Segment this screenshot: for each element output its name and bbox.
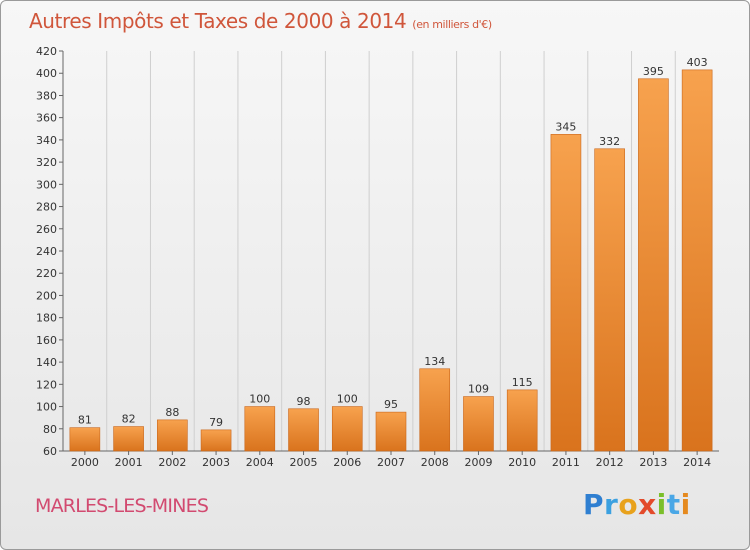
y-tick-label: 120 — [36, 378, 57, 391]
data-label: 115 — [512, 376, 533, 389]
x-tick-label: 2012 — [596, 456, 624, 469]
x-tick-label: 2008 — [421, 456, 449, 469]
proxiti-logo: Proxiti — [583, 488, 691, 521]
y-tick-label: 200 — [36, 289, 57, 302]
x-tick-label: 2003 — [202, 456, 230, 469]
y-tick-label: 100 — [36, 401, 57, 414]
y-tick-label: 280 — [36, 201, 57, 214]
x-tick-label: 2014 — [683, 456, 711, 469]
bar — [594, 148, 625, 452]
y-tick-label: 60 — [43, 445, 57, 458]
bar — [638, 78, 669, 452]
y-tick-label: 160 — [36, 334, 57, 347]
logo-letter: r — [604, 488, 619, 521]
bar — [244, 406, 276, 452]
logo-letter: P — [583, 488, 605, 521]
y-tick-label: 240 — [36, 245, 57, 258]
x-tick-label: 2000 — [71, 456, 99, 469]
data-label: 88 — [165, 406, 179, 419]
logo-letter: i — [656, 488, 667, 521]
data-label: 79 — [209, 416, 223, 429]
bar — [375, 411, 407, 452]
bar — [288, 408, 319, 452]
data-label: 82 — [122, 413, 136, 426]
data-label: 95 — [384, 398, 398, 411]
data-label: 100 — [337, 393, 358, 406]
x-tick-label: 2011 — [552, 456, 580, 469]
x-tick-label: 2005 — [290, 456, 318, 469]
x-tick-label: 2009 — [464, 456, 492, 469]
y-tick-label: 340 — [36, 134, 57, 147]
x-tick-label: 2002 — [158, 456, 186, 469]
data-label: 109 — [468, 383, 489, 396]
logo-letter: i — [680, 488, 691, 521]
bar — [69, 427, 101, 452]
bar — [506, 389, 538, 452]
bar — [157, 419, 188, 452]
data-label: 100 — [249, 393, 270, 406]
bar — [331, 406, 363, 452]
y-tick-label: 180 — [36, 312, 57, 325]
data-label: 345 — [555, 120, 576, 133]
y-tick-label: 420 — [36, 45, 57, 58]
x-tick-label: 2004 — [246, 456, 274, 469]
bar — [550, 134, 582, 452]
data-label: 134 — [424, 355, 445, 368]
y-tick-label: 400 — [36, 67, 57, 80]
bar — [200, 429, 232, 452]
data-label: 395 — [643, 65, 664, 78]
data-label: 403 — [687, 56, 708, 69]
logo-letter: t — [666, 488, 681, 521]
bar — [463, 396, 494, 452]
x-tick-label: 2010 — [508, 456, 536, 469]
x-tick-label: 2001 — [115, 456, 143, 469]
title-text: Autres Impôts et Taxes de 2000 à 2014 — [29, 9, 407, 33]
x-tick-label: 2007 — [377, 456, 405, 469]
data-label: 332 — [599, 135, 620, 148]
bar — [419, 368, 451, 452]
x-tick-label: 2013 — [639, 456, 667, 469]
y-tick-label: 140 — [36, 356, 57, 369]
y-tick-label: 360 — [36, 112, 57, 125]
y-tick-label: 260 — [36, 223, 57, 236]
logo-letter: x — [638, 488, 657, 521]
chart-title: Autres Impôts et Taxes de 2000 à 2014 (en… — [29, 9, 492, 33]
bar — [681, 69, 713, 452]
x-tick-label: 2006 — [333, 456, 361, 469]
y-tick-label: 300 — [36, 178, 57, 191]
logo-letter: o — [618, 488, 639, 521]
data-label: 98 — [297, 395, 311, 408]
y-tick-label: 380 — [36, 89, 57, 102]
y-tick-label: 220 — [36, 267, 57, 280]
unit-label: (en milliers d'€) — [412, 18, 492, 31]
y-tick-label: 80 — [43, 423, 57, 436]
bar — [113, 426, 144, 452]
place-name: MARLES-LES-MINES — [35, 495, 209, 517]
data-label: 81 — [78, 414, 92, 427]
y-tick-label: 320 — [36, 156, 57, 169]
